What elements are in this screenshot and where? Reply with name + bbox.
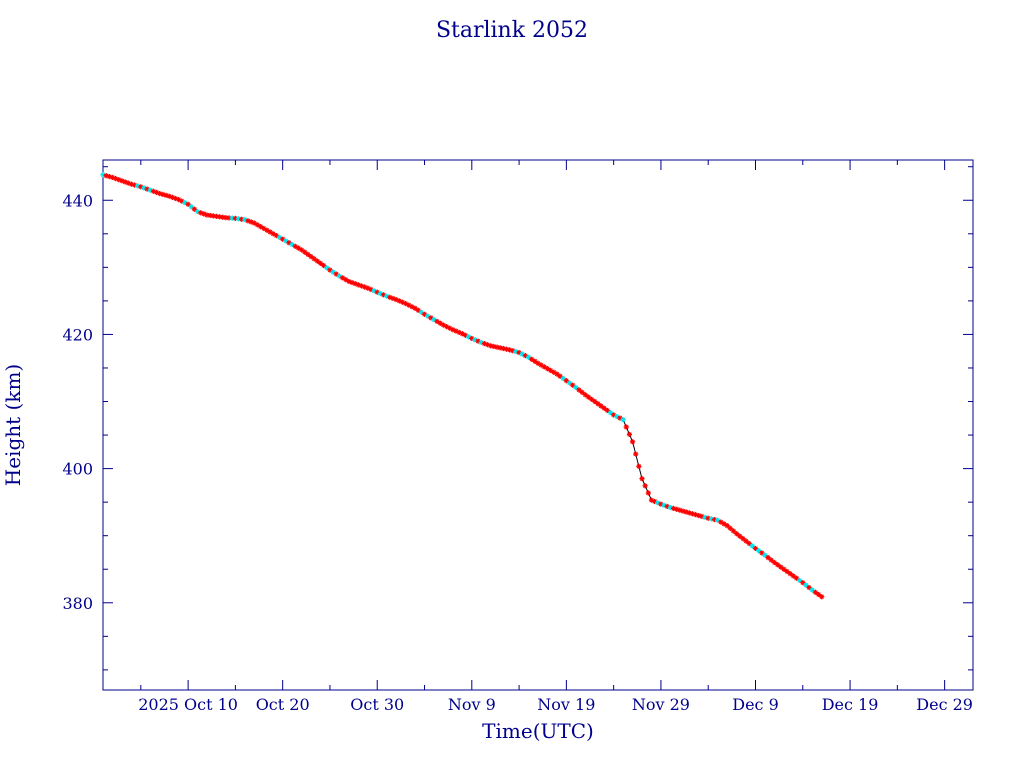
data-point-marker: [570, 382, 576, 388]
data-point-marker: [781, 566, 787, 572]
data-point-marker: [626, 431, 633, 437]
x-tick-label: Oct 20: [256, 695, 310, 714]
data-point-marker: [664, 503, 670, 510]
data-point-marker: [633, 451, 639, 457]
data-point-marker: [793, 575, 800, 581]
x-tick-label: Nov 19: [537, 695, 595, 714]
data-point-marker: [765, 555, 771, 561]
data-point-marker: [601, 405, 607, 411]
y-axis-tick-labels: 380 400 420 440: [62, 191, 93, 613]
data-point-marker: [305, 251, 311, 257]
data-point-marker: [188, 204, 194, 210]
data-point-marker: [321, 262, 327, 269]
data-point-marker: [642, 483, 648, 489]
plot-frame: [102, 159, 974, 691]
x-tick-label: Nov 29: [632, 695, 690, 714]
y-axis-ticks: [103, 166, 973, 671]
y-tick-label: 400: [62, 460, 93, 479]
x-tick-label: Nov 9: [448, 695, 496, 714]
data-point-marker: [759, 550, 765, 556]
data-point-marker: [478, 339, 484, 346]
data-point-marker: [756, 548, 762, 554]
series-line: [102, 174, 822, 598]
data-point-marker: [778, 564, 784, 570]
data-point-marker: [317, 260, 324, 266]
x-axis-ticks: [140, 160, 946, 690]
data-point-marker: [592, 398, 598, 405]
data-point-marker: [598, 403, 604, 409]
data-point-marker: [314, 258, 320, 264]
data-point-marker: [645, 490, 651, 496]
data-point-marker: [557, 373, 563, 379]
data-point-marker: [740, 536, 746, 542]
data-point-marker: [324, 265, 330, 271]
data-point-marker: [809, 587, 815, 593]
data-point-marker: [790, 573, 796, 579]
data-point-marker: [639, 476, 645, 482]
data-point-marker: [595, 401, 601, 407]
data-point-marker: [815, 591, 822, 598]
data-point-marker: [302, 249, 308, 255]
data-point-marker: [607, 410, 614, 416]
series-layer: [100, 172, 825, 600]
data-point-marker: [752, 545, 759, 552]
data-point-marker: [560, 375, 566, 382]
data-point-marker: [680, 508, 686, 514]
data-point-marker: [582, 392, 588, 398]
y-tick-label: 440: [62, 191, 93, 210]
x-axis-tick-labels: 2025 Oct 10 Oct 20 Oct 30 Nov 9 Nov 19 Nov 29…: [138, 695, 973, 714]
x-axis-label: Time(UTC): [482, 719, 594, 743]
series-markers: [100, 172, 825, 600]
data-point-marker: [415, 307, 421, 313]
chart-title: Starlink 2052: [436, 18, 588, 43]
x-tick-label: Dec 19: [822, 695, 879, 714]
data-point-marker: [563, 378, 569, 384]
data-point-marker: [812, 589, 818, 595]
data-point-marker: [576, 387, 582, 393]
y-tick-label: 380: [62, 594, 93, 613]
x-tick-label: Dec 9: [732, 695, 779, 714]
data-point-marker: [311, 256, 317, 262]
data-point-marker: [585, 394, 592, 400]
data-point-marker: [724, 523, 730, 529]
data-point-marker: [819, 594, 825, 600]
y-axis-label: Height (km): [1, 364, 25, 486]
data-point-marker: [629, 439, 636, 445]
data-point-marker: [797, 577, 803, 584]
data-point-marker: [588, 396, 595, 402]
data-point-marker: [525, 354, 532, 360]
data-point-marker: [554, 371, 560, 377]
data-point-marker: [298, 247, 305, 253]
data-point-marker: [620, 417, 626, 423]
data-point-marker: [308, 254, 314, 260]
y-tick-label: 420: [62, 325, 93, 344]
data-point-marker: [774, 562, 781, 568]
data-point-marker: [604, 407, 610, 414]
data-point-marker: [787, 571, 793, 577]
data-point-marker: [696, 512, 702, 519]
data-point-marker: [784, 568, 790, 575]
x-tick-label: 2025 Oct 10: [138, 695, 238, 714]
data-point-marker: [566, 380, 573, 386]
x-tick-label: Oct 30: [350, 695, 404, 714]
x-tick-label: Dec 29: [916, 695, 973, 714]
data-point-marker: [623, 424, 629, 430]
data-point-marker: [636, 463, 642, 469]
data-point-marker: [771, 559, 778, 566]
